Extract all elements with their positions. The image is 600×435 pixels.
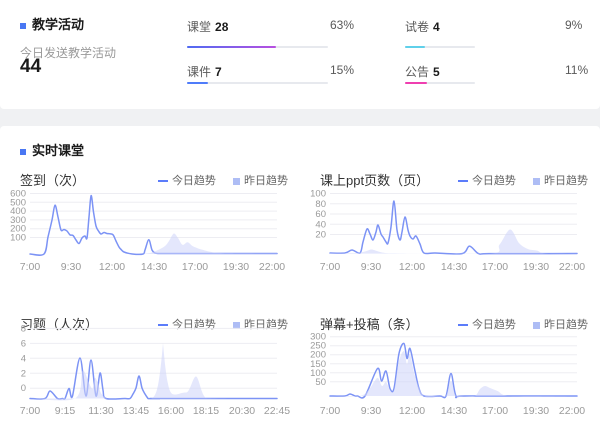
svg-text:20: 20 bbox=[315, 230, 326, 241]
svg-text:6: 6 bbox=[21, 338, 26, 349]
svg-text:100: 100 bbox=[10, 233, 26, 244]
svg-text:8: 8 bbox=[21, 323, 26, 334]
svg-text:4: 4 bbox=[21, 353, 26, 364]
svg-text:0: 0 bbox=[21, 383, 26, 394]
svg-text:50: 50 bbox=[315, 377, 326, 388]
svg-text:2: 2 bbox=[21, 368, 26, 379]
